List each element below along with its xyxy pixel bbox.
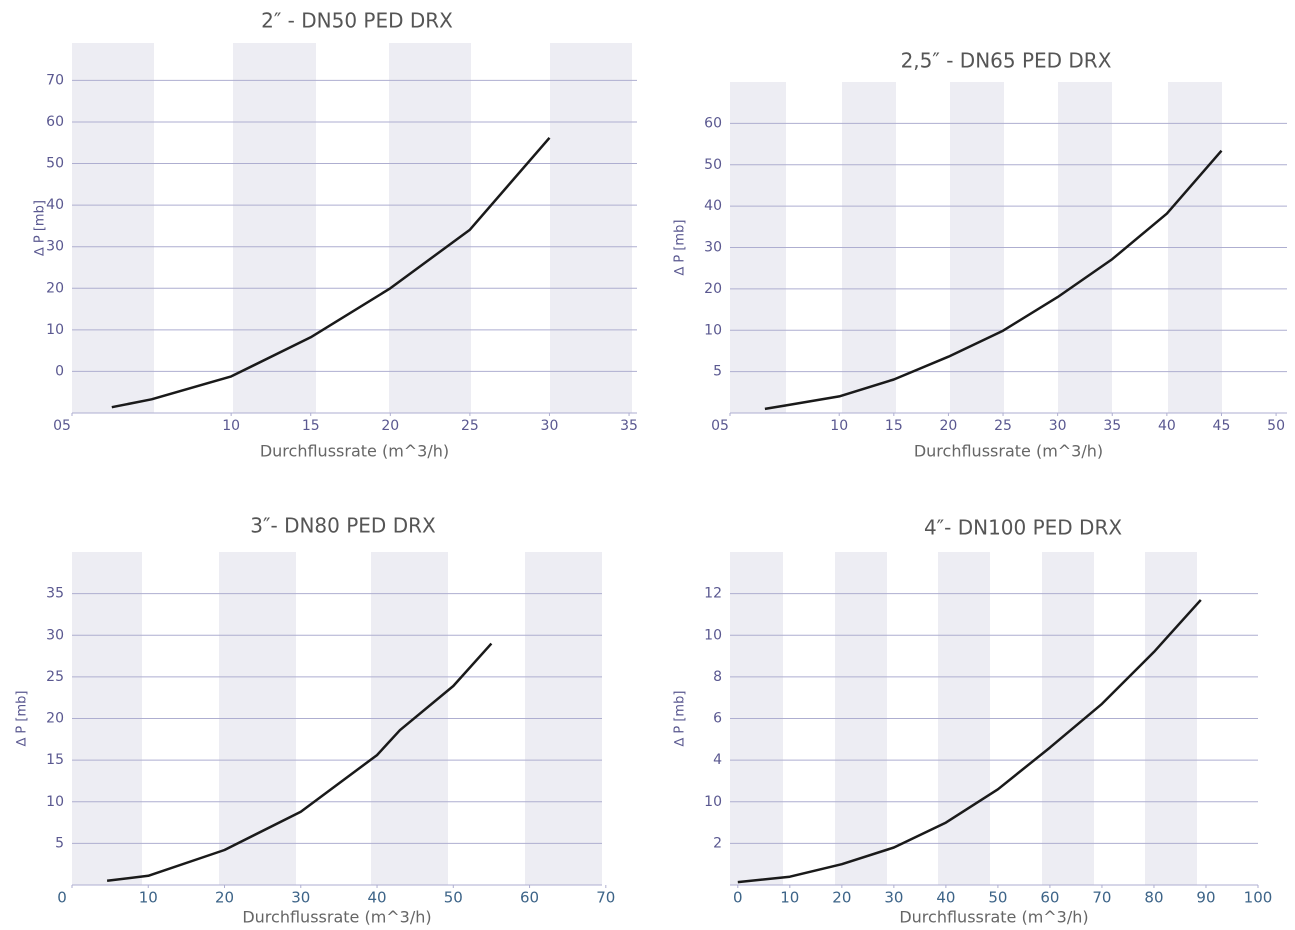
x-tick-label: 45 [1213, 418, 1231, 434]
x-tick-label: 25 [994, 418, 1012, 434]
x-tick-label: 60 [520, 889, 539, 907]
x-tick-label: 10 [222, 418, 240, 434]
y-tick-label: 0 [55, 363, 64, 379]
band [550, 43, 632, 413]
y-tick-label: 20 [46, 280, 64, 296]
band [233, 43, 316, 413]
y-tick-label: 30 [46, 239, 64, 255]
x-tick-label: 0 [733, 889, 743, 907]
y-tick-label: 10 [704, 627, 722, 643]
x-axis-label: Durchflussrate (m^3/h) [899, 908, 1088, 927]
chart-title: 3″- DN80 PED DRX [250, 514, 436, 538]
y-tick-label: 30 [46, 627, 64, 643]
x-axis-label: Durchflussrate (m^3/h) [260, 442, 449, 461]
y-tick-label: 2 [713, 835, 722, 851]
y-tick-label: 10 [704, 794, 722, 810]
chart-title: 2″ - DN50 PED DRX [261, 9, 453, 33]
curve [764, 149, 1223, 411]
x-tick-label: 10 [780, 889, 799, 907]
x-axis-label: Durchflussrate (m^3/h) [914, 442, 1103, 461]
y-tick-label: 5 [55, 835, 64, 851]
curve [106, 642, 493, 883]
x-tick-label: 80 [1144, 889, 1163, 907]
y-tick-label: 4 [713, 752, 722, 768]
curve [737, 599, 1202, 884]
y-tick-label: 35 [46, 586, 64, 602]
chart-title: 4″- DN100 PED DRX [924, 516, 1122, 540]
y-tick-label: 6 [713, 711, 722, 727]
x-tick-label: 25 [461, 418, 479, 434]
x-tick-label: 10 [139, 889, 158, 907]
x-tick-label: 40 [1158, 418, 1176, 434]
x-tick-label: 40 [367, 889, 386, 907]
x-tick-label: 30 [541, 418, 559, 434]
band [389, 43, 471, 413]
x-tick-label: 50 [444, 889, 463, 907]
y-tick-label: 12 [704, 586, 722, 602]
x-axis-label: Durchflussrate (m^3/h) [242, 908, 431, 927]
x-tick-label: 05 [711, 418, 729, 434]
x-tick-label: 100 [1244, 889, 1273, 907]
chart-title: 2,5″ - DN65 PED DRX [901, 49, 1112, 73]
y-axis-label: ∆ P [mb] [673, 220, 688, 277]
x-tick-label: 30 [1049, 418, 1067, 434]
y-axis-label: ∆ P [mb] [33, 200, 48, 257]
x-tick-label: 10 [830, 418, 848, 434]
y-tick-label: 40 [46, 197, 64, 213]
y-axis-label: ∆ P [mb] [673, 691, 688, 748]
y-tick-label: 50 [704, 157, 722, 173]
curve [111, 136, 551, 409]
x-tick-label: 20 [381, 418, 399, 434]
y-tick-label: 50 [46, 156, 64, 172]
x-tick-label: 20 [832, 889, 851, 907]
x-tick-label: 50 [988, 889, 1007, 907]
x-tick-label: 70 [1092, 889, 1111, 907]
y-axis-label: ∆ P [mb] [15, 691, 30, 748]
x-tick-label: 35 [620, 418, 638, 434]
x-tick-label: 90 [1196, 889, 1215, 907]
x-tick-label: 30 [884, 889, 903, 907]
y-tick-label: 10 [46, 794, 64, 810]
x-tick-label: 15 [885, 418, 903, 434]
y-tick-label: 5 [713, 364, 722, 380]
x-tick-label: 60 [1040, 889, 1059, 907]
y-tick-label: 30 [704, 240, 722, 256]
x-tick-label: 0 [57, 889, 67, 907]
x-tick-label: 50 [1267, 418, 1285, 434]
y-tick-label: 10 [46, 322, 64, 338]
y-tick-label: 25 [46, 669, 64, 685]
x-tick-label: 70 [596, 889, 615, 907]
y-tick-label: 60 [46, 114, 64, 130]
y-tick-label: 40 [704, 198, 722, 214]
y-tick-label: 60 [704, 115, 722, 131]
y-tick-label: 70 [46, 72, 64, 88]
x-tick-label: 15 [302, 418, 320, 434]
x-tick-label: 40 [936, 889, 955, 907]
y-tick-label: 20 [46, 711, 64, 727]
y-tick-label: 10 [704, 322, 722, 338]
band [72, 43, 154, 413]
x-tick-label: 30 [291, 889, 310, 907]
x-tick-label: 20 [215, 889, 234, 907]
y-tick-label: 20 [704, 281, 722, 297]
y-tick-label: 8 [713, 669, 722, 685]
y-tick-label: 15 [46, 752, 64, 768]
x-tick-label: 35 [1103, 418, 1121, 434]
x-tick-label: 05 [53, 418, 71, 434]
x-tick-label: 20 [940, 418, 958, 434]
